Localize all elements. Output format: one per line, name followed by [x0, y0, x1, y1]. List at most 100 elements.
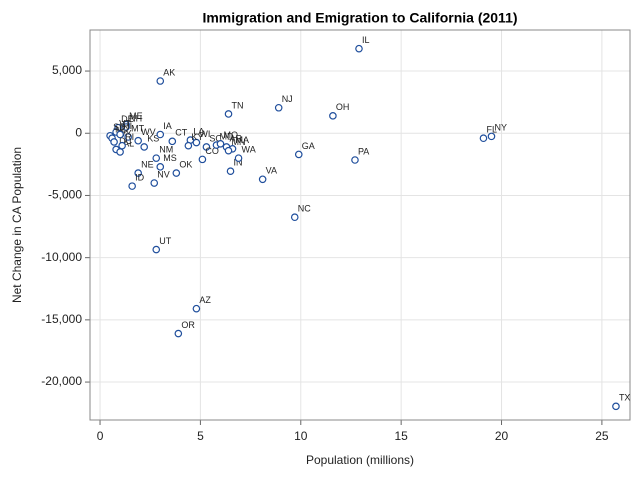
- point: [224, 110, 233, 118]
- point-label: IA: [163, 121, 172, 131]
- point-label: AK: [163, 67, 175, 77]
- point-label: WI: [199, 129, 210, 139]
- point-label: AL: [123, 138, 134, 148]
- point: [150, 179, 159, 187]
- point: [351, 156, 359, 164]
- x-axis-label: Population (millions): [306, 453, 414, 467]
- point: [234, 154, 243, 162]
- point: [128, 182, 136, 190]
- point-label: RI: [125, 132, 134, 142]
- point-label: OK: [179, 159, 192, 169]
- point: [134, 169, 142, 177]
- point: [184, 141, 193, 150]
- point-label: AR: [230, 133, 243, 143]
- point: [152, 154, 161, 162]
- point: [294, 150, 303, 159]
- point: [216, 140, 225, 148]
- x-tick-label: 20: [495, 429, 509, 443]
- point: [140, 143, 149, 151]
- chart-title: Immigration and Emigration to California…: [202, 10, 517, 26]
- point: [479, 134, 488, 143]
- point-label: FL: [486, 125, 497, 135]
- point-label: WV: [141, 127, 156, 137]
- point-label: MS: [163, 153, 177, 163]
- point: [192, 138, 201, 147]
- point-label: NC: [298, 204, 311, 214]
- y-tick-label: 0: [75, 125, 82, 139]
- point-label: KY: [191, 132, 203, 142]
- point: [612, 402, 620, 411]
- point-label: PA: [358, 146, 369, 156]
- point: [168, 137, 177, 146]
- point-label: IN: [234, 158, 243, 168]
- point-label: DC: [119, 136, 132, 146]
- point: [487, 132, 496, 141]
- point: [192, 304, 201, 313]
- point: [258, 175, 267, 184]
- point: [118, 141, 126, 150]
- y-tick-label: 5,000: [52, 63, 82, 77]
- plot-frame: [89, 29, 631, 421]
- point-label: TN: [232, 100, 244, 110]
- point-label: HI: [123, 121, 132, 131]
- point: [329, 112, 337, 120]
- point-label: SC: [209, 133, 222, 143]
- point-label: OH: [336, 102, 350, 112]
- point: [152, 245, 161, 254]
- point: [226, 167, 235, 175]
- point-label: NJ: [282, 94, 293, 104]
- point-label: MD: [219, 131, 233, 141]
- y-axis-label: Net Change in CA Population: [10, 147, 24, 303]
- x-tick-label: 5: [197, 429, 204, 443]
- point-label: NE: [141, 159, 154, 169]
- point-label: OR: [181, 320, 195, 330]
- point-label: WY: [117, 128, 132, 138]
- point-label: WA: [242, 145, 256, 155]
- point: [116, 130, 124, 139]
- point: [274, 103, 283, 112]
- point-label: SD: [113, 122, 126, 132]
- point-label: NV: [157, 169, 170, 179]
- point: [174, 329, 183, 338]
- point-label: CO: [205, 146, 219, 156]
- point-label: NH: [129, 113, 142, 123]
- point-label: ND: [115, 125, 128, 135]
- point-label: LA: [193, 126, 204, 136]
- point-label: AZ: [199, 295, 211, 305]
- point: [172, 169, 181, 177]
- point-label: VT: [119, 118, 131, 128]
- point: [202, 143, 211, 151]
- point-label: ME: [129, 111, 143, 121]
- y-tick-label: -5,000: [48, 188, 82, 202]
- point-label: NY: [494, 123, 507, 133]
- point-label: MT: [131, 123, 144, 133]
- x-tick-label: 25: [595, 429, 609, 443]
- point-label: ID: [135, 172, 145, 182]
- x-tick-label: 10: [294, 429, 308, 443]
- point: [134, 136, 142, 145]
- point: [124, 133, 132, 141]
- point: [122, 123, 130, 131]
- x-tick-label: 15: [394, 429, 408, 443]
- point-label: VA: [266, 166, 277, 176]
- y-tick-label: -15,000: [41, 312, 82, 326]
- point-label: UT: [159, 236, 171, 246]
- point: [116, 148, 124, 156]
- y-tick-label: -20,000: [41, 374, 82, 388]
- point: [110, 138, 118, 146]
- point-label: KS: [147, 133, 159, 143]
- point: [355, 44, 363, 53]
- point-label: IL: [362, 35, 370, 45]
- point: [224, 146, 233, 155]
- y-tick-label: -10,000: [41, 250, 82, 264]
- point: [156, 163, 165, 171]
- point-label: MA: [236, 135, 250, 145]
- x-tick-label: 0: [97, 429, 104, 443]
- point: [290, 213, 299, 222]
- point-label: MN: [232, 137, 246, 147]
- point-label: GA: [302, 141, 315, 151]
- point: [156, 130, 165, 139]
- point-label: TX: [619, 393, 631, 403]
- point-label: DE: [121, 114, 134, 124]
